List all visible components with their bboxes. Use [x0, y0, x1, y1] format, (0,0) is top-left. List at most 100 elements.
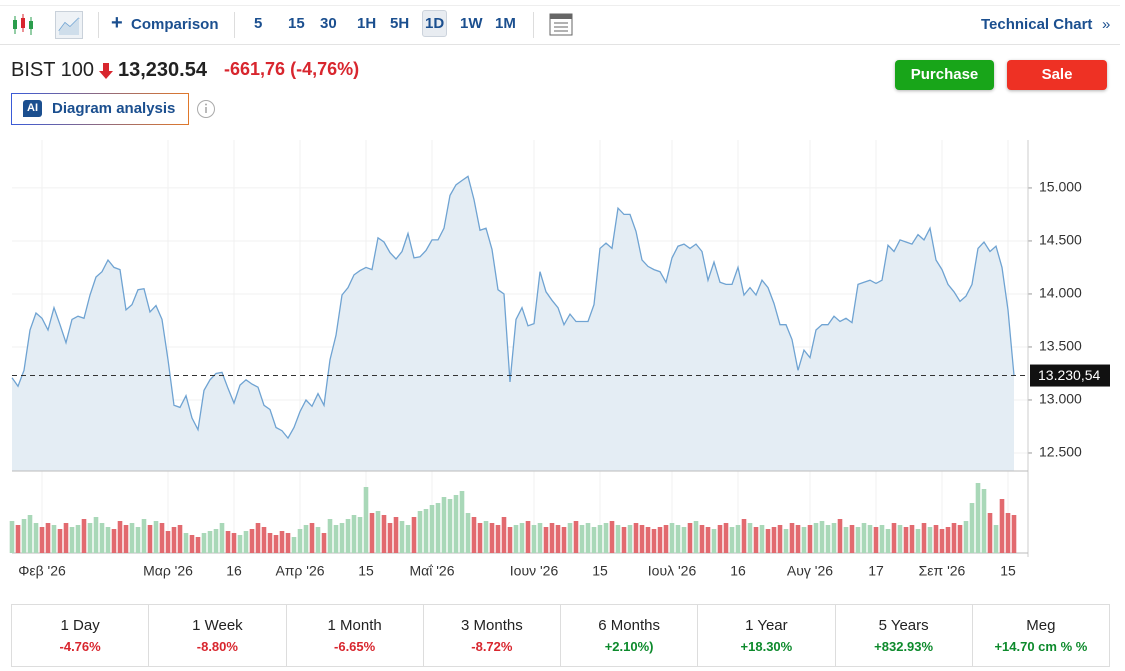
- volume-bar: [645, 527, 651, 553]
- volume-bar: [915, 529, 921, 553]
- buy-button[interactable]: Purchase: [895, 60, 994, 90]
- price-change: -661,76 (-4,76%): [224, 59, 359, 80]
- volume-bar: [369, 513, 375, 553]
- volume-bar: [249, 529, 255, 553]
- interval-button[interactable]: 1H: [357, 15, 377, 32]
- volume-bar: [87, 523, 93, 553]
- volume-bar: [357, 517, 363, 553]
- volume-bar: [471, 517, 477, 553]
- performance-cell[interactable]: 6 Months +2.10%): [561, 605, 699, 666]
- separator: [98, 12, 99, 38]
- volume-bar: [723, 523, 729, 553]
- performance-cell[interactable]: 1 Day -4.76%: [12, 605, 150, 666]
- volume-bar: [759, 525, 765, 553]
- period-change: +832.93%: [874, 639, 934, 654]
- volume-bar: [669, 523, 675, 553]
- plus-icon[interactable]: +: [111, 12, 123, 34]
- volume-bar: [279, 531, 285, 553]
- volume-bar: [321, 533, 327, 553]
- volume-bar: [621, 527, 627, 553]
- volume-bar: [627, 525, 633, 553]
- volume-bar: [555, 525, 561, 553]
- volume-bar: [885, 529, 891, 553]
- volume-bar: [243, 531, 249, 553]
- volume-bar: [999, 499, 1005, 553]
- performance-cell[interactable]: 1 Month -6.65%: [287, 605, 424, 666]
- table-icon[interactable]: [549, 13, 574, 37]
- performance-cell[interactable]: 5 Years +832.93%: [836, 605, 973, 666]
- interval-button[interactable]: 15: [288, 15, 305, 32]
- interval-button[interactable]: 30: [320, 15, 337, 32]
- performance-cell[interactable]: 1 Week -8.80%: [149, 605, 287, 666]
- interval-button[interactable]: 5H: [390, 15, 410, 32]
- x-tick-label: Αυγ '26: [787, 563, 833, 579]
- volume-bar: [537, 523, 543, 553]
- symbol: BIST 100: [11, 59, 95, 81]
- period-label: 1 Month: [327, 617, 382, 634]
- period-label: 1 Year: [745, 617, 788, 634]
- comparison-button[interactable]: Comparison: [131, 16, 219, 33]
- volume-bar: [735, 525, 741, 553]
- volume-bar: [99, 523, 105, 553]
- volume-bar: [477, 523, 483, 553]
- x-tick-label: 15: [358, 563, 374, 579]
- volume-bar: [993, 525, 999, 553]
- period-change: -8.80%: [196, 639, 238, 654]
- volume-bar: [459, 491, 465, 553]
- volume-bar: [561, 527, 567, 553]
- last-price-label: 13.230,54: [1038, 367, 1100, 383]
- candles-icon[interactable]: [10, 13, 36, 37]
- volume-bar: [663, 525, 669, 553]
- info-icon[interactable]: [196, 99, 216, 119]
- change-percent: (-4,76%): [290, 59, 360, 79]
- period-label: 5 Years: [878, 617, 929, 634]
- volume-bar: [585, 523, 591, 553]
- volume-bar: [213, 529, 219, 553]
- volume-bar: [51, 525, 57, 553]
- interval-button[interactable]: 5: [254, 15, 263, 32]
- x-tick-label: Απρ '26: [275, 563, 324, 579]
- volume-bar: [189, 535, 195, 553]
- x-tick-label: Μαρ '26: [143, 563, 193, 579]
- volume-bar: [867, 525, 873, 553]
- period-change: +14.70 cm % %: [994, 639, 1088, 654]
- interval-button[interactable]: 1D: [422, 10, 448, 37]
- last-price-box: [1030, 364, 1110, 387]
- line-icon[interactable]: [55, 11, 83, 39]
- period-change: -8.72%: [471, 639, 513, 654]
- period-label: 1 Day: [60, 617, 100, 634]
- volume-bar: [549, 523, 555, 553]
- volume-bar: [483, 521, 489, 553]
- analysis-label: Diagram analysis: [52, 100, 176, 117]
- volume-bar: [351, 515, 357, 553]
- technical-chart-link[interactable]: Technical Chart: [981, 16, 1093, 33]
- volume-bar: [783, 529, 789, 553]
- separator: [533, 12, 534, 38]
- volume-bar: [591, 527, 597, 553]
- volume-bar: [435, 503, 441, 553]
- volume-bar: [819, 521, 825, 553]
- volume-bar: [849, 525, 855, 553]
- sell-button[interactable]: Sale: [1007, 60, 1107, 90]
- performance-cell[interactable]: 1 Year +18.30%: [698, 605, 836, 666]
- volume-bar: [897, 525, 903, 553]
- volume-bar: [771, 527, 777, 553]
- volume-bar: [951, 523, 957, 553]
- interval-button[interactable]: 1W: [460, 15, 483, 32]
- diagram-analysis-button[interactable]: AI Diagram analysis: [11, 93, 189, 125]
- volume-bar: [63, 523, 69, 553]
- volume-bar: [237, 535, 243, 553]
- volume-bar: [417, 511, 423, 553]
- interval-button[interactable]: 1M: [495, 15, 516, 32]
- volume-bar: [273, 535, 279, 553]
- volume-bar: [855, 527, 861, 553]
- volume-bar: [441, 497, 447, 553]
- volume-bar: [489, 523, 495, 553]
- change-value: -661,76: [224, 59, 286, 79]
- volume-bar: [165, 531, 171, 553]
- x-tick-label: Ιουν '26: [510, 563, 559, 579]
- performance-cell[interactable]: 3 Months -8.72%: [424, 605, 561, 666]
- volume-bar: [123, 525, 129, 553]
- volume-bar: [777, 525, 783, 553]
- performance-cell[interactable]: Meg +14.70 cm % %: [973, 605, 1109, 666]
